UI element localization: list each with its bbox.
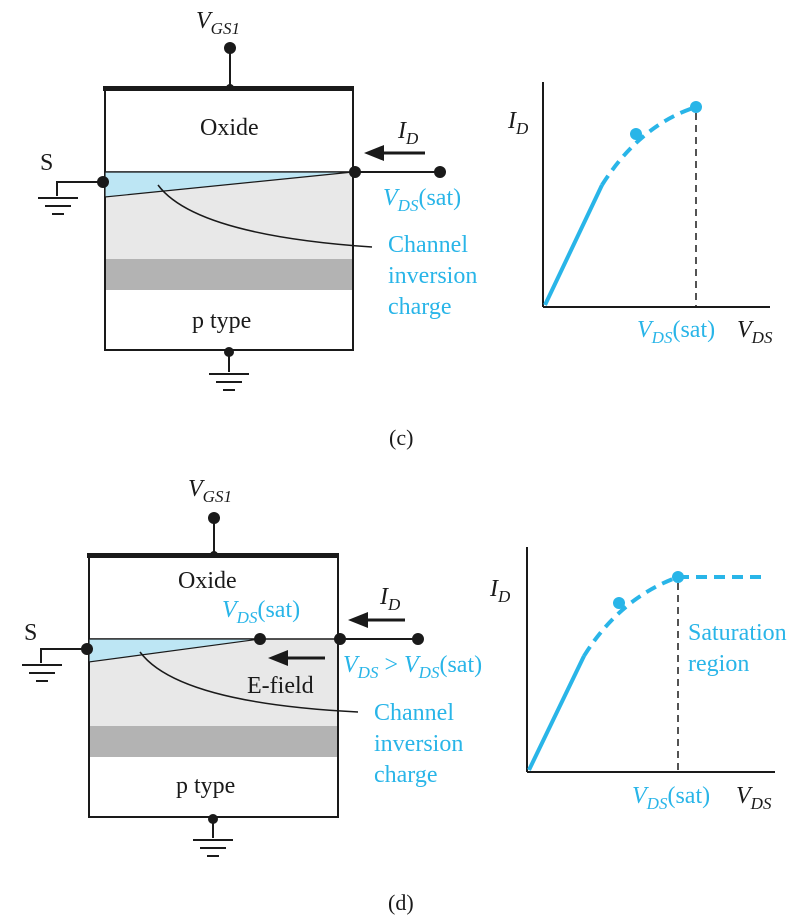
approach-curve-segment	[600, 105, 697, 187]
source-label: S	[40, 150, 53, 176]
oxide-label: Oxide	[178, 568, 237, 594]
depletion-band	[90, 726, 337, 757]
y-axis-label: ID	[507, 108, 529, 138]
panel-d: VGS1 Oxide p type VDS(sat) E-field S	[22, 476, 787, 915]
y-axis-label: ID	[489, 576, 511, 606]
channel-label-line-1: Channel	[388, 232, 468, 258]
gate-voltage-label: VGS1	[196, 8, 240, 38]
depletion-band	[106, 259, 352, 290]
gate-electrode	[103, 86, 354, 91]
efield-label: E-field	[247, 673, 314, 699]
drain-current-arrowhead	[348, 612, 368, 628]
substrate-label: p type	[176, 773, 235, 799]
approach-curve-segment	[582, 575, 679, 658]
linear-curve-segment	[543, 184, 604, 306]
caption-c: (c)	[389, 425, 413, 450]
source-ground-icon	[22, 664, 62, 682]
saturation-point	[672, 571, 684, 583]
saturation-point	[690, 101, 702, 113]
pinch-off-point	[254, 633, 266, 645]
id-vds-graph-d: ID Saturation region VDS(sat) VDS	[489, 547, 787, 813]
x-tick-vds-sat: VDS(sat)	[632, 783, 710, 813]
channel-label-line-2: inversion	[388, 263, 477, 289]
curve-point	[613, 597, 625, 609]
source-ground-icon	[38, 197, 78, 215]
channel-label-line-2: inversion	[374, 731, 463, 757]
channel-label-line-3: charge	[388, 294, 452, 320]
oxide-label: Oxide	[200, 115, 259, 141]
panel-c: VGS1 Oxide p type S ID VDS(sat) Chan	[38, 8, 773, 450]
x-tick-vds-sat: VDS(sat)	[637, 317, 715, 347]
gate-terminal	[208, 512, 220, 524]
source-lead	[40, 648, 87, 663]
drain-current-arrowhead	[364, 145, 384, 161]
gate-electrode	[87, 553, 339, 558]
drain-current-label: ID	[379, 584, 401, 614]
body-ground-icon	[209, 373, 249, 391]
drain-terminal	[434, 166, 446, 178]
pinch-off-label: VDS(sat)	[222, 597, 300, 627]
x-axis-label: VDS	[736, 783, 772, 813]
vds-sat-label: VDS(sat)	[383, 185, 461, 215]
linear-curve-segment	[527, 655, 586, 771]
x-axis-label: VDS	[737, 317, 773, 347]
channel-label-line-3: charge	[374, 762, 438, 788]
channel-leader-line	[139, 651, 359, 713]
body-ground-icon	[193, 839, 233, 857]
channel-label-line-1: Channel	[374, 700, 454, 726]
id-vds-graph-c: ID VDS(sat) VDS	[507, 82, 773, 347]
efield-arrowhead	[268, 650, 288, 666]
drain-current-label: ID	[397, 118, 419, 148]
curve-point	[630, 128, 642, 140]
saturation-region-label-line-2: region	[688, 651, 749, 677]
gate-voltage-label: VGS1	[188, 476, 232, 506]
vds-condition-label: VDS > VDS(sat)	[343, 652, 482, 682]
saturation-region-label-line-1: Saturation	[688, 620, 787, 646]
caption-d: (d)	[388, 890, 414, 915]
substrate-label: p type	[192, 308, 251, 334]
channel-leader-line	[157, 184, 373, 248]
source-label: S	[24, 620, 37, 646]
drain-terminal	[412, 633, 424, 645]
gate-terminal	[224, 42, 236, 54]
source-lead	[56, 181, 103, 196]
